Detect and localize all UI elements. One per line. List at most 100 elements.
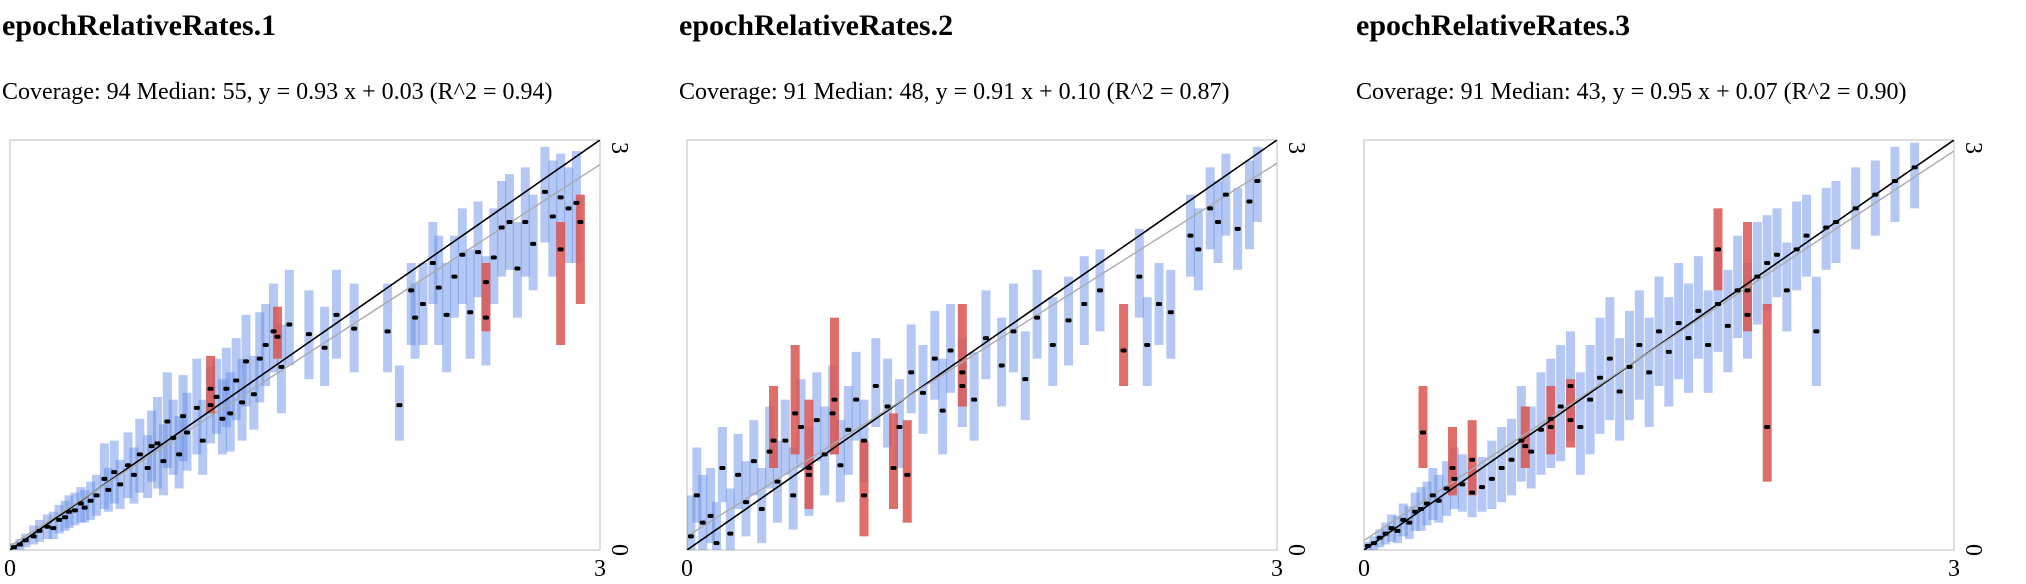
data-point: [1382, 531, 1389, 536]
credible-interval: [540, 146, 550, 243]
plot-marks: [10, 140, 600, 550]
data-point: [872, 384, 879, 388]
credible-interval: [1507, 418, 1516, 496]
credible-interval: [174, 416, 184, 489]
data-point: [435, 285, 442, 290]
data-point: [845, 427, 852, 432]
data-point: [541, 189, 548, 194]
data-point: [1522, 444, 1529, 449]
data-point: [56, 517, 63, 522]
data-point: [735, 472, 742, 477]
data-point: [1813, 329, 1820, 334]
data-point: [1675, 321, 1682, 326]
credible-interval: [465, 249, 475, 359]
credible-interval: [918, 345, 928, 434]
data-point: [207, 403, 214, 408]
credible-interval: [406, 263, 416, 345]
credible-interval: [706, 468, 716, 544]
data-point: [77, 501, 84, 506]
uncovered-interval: [272, 306, 282, 359]
credible-interval: [1693, 256, 1703, 359]
plot-area: 0 303: [4, 139, 632, 582]
data-point: [482, 280, 489, 285]
data-point: [1443, 486, 1450, 491]
data-point: [1567, 384, 1574, 388]
data-point: [693, 493, 700, 498]
data-point: [498, 225, 505, 230]
data-point: [321, 345, 328, 350]
data-point: [125, 463, 131, 468]
data-point: [1195, 247, 1202, 252]
data-point: [30, 534, 37, 539]
data-point: [1418, 507, 1425, 511]
data-point: [1547, 425, 1554, 429]
chart-subtitle: Coverage: 91 Median: 43, y = 0.95 x + 0.…: [1356, 79, 1907, 105]
y-tick-label: 0: [606, 544, 632, 556]
uncovered-interval: [206, 355, 216, 414]
data-point: [1120, 348, 1127, 353]
data-point: [557, 247, 564, 252]
y-tick-label: 3: [1960, 142, 1986, 154]
y-tick-label: 0: [1283, 544, 1309, 556]
data-point: [1049, 343, 1056, 347]
credible-interval: [1134, 228, 1144, 318]
data-point: [66, 509, 72, 514]
data-point: [36, 528, 43, 533]
data-point: [176, 452, 183, 457]
data-point: [1547, 416, 1554, 421]
data-point: [750, 459, 757, 464]
data-point: [1246, 199, 1253, 204]
credible-interval: [564, 167, 574, 263]
data-point: [782, 438, 789, 443]
data-point: [727, 531, 734, 536]
data-point: [256, 356, 263, 361]
credible-interval: [1477, 457, 1487, 512]
credible-interval: [1772, 208, 1782, 298]
credible-interval: [969, 351, 979, 441]
data-point: [219, 416, 226, 421]
data-point: [896, 425, 903, 429]
data-point: [1685, 336, 1692, 341]
data-point: [1034, 315, 1041, 320]
credible-interval: [276, 324, 286, 414]
data-point: [506, 220, 513, 224]
data-point: [939, 408, 946, 413]
uncovered-interval: [1743, 222, 1752, 332]
credible-interval: [1910, 142, 1920, 209]
data-point: [743, 500, 749, 505]
data-point: [1695, 308, 1702, 313]
credible-interval: [871, 338, 881, 427]
data-point: [451, 274, 458, 279]
data-point: [1167, 310, 1174, 315]
data-point: [1370, 541, 1377, 546]
fit-line: [1364, 150, 1954, 542]
data-point: [1823, 225, 1830, 230]
data-point: [412, 315, 419, 320]
data-point: [1222, 192, 1229, 197]
data-point: [443, 312, 450, 317]
data-point: [565, 206, 572, 211]
data-point: [467, 310, 474, 315]
data-point: [577, 220, 584, 224]
data-point: [270, 329, 277, 334]
chart-panel-3: epochRelativeRates.3 Coverage: 91 Median…: [1354, 0, 2026, 584]
credible-interval: [1497, 427, 1507, 503]
credible-interval: [1575, 372, 1585, 475]
data-point: [557, 195, 564, 200]
credible-interval: [981, 290, 991, 380]
credible-interval: [1615, 338, 1625, 441]
data-point: [10, 545, 17, 550]
credible-interval: [698, 474, 708, 550]
plot-area: 0 303: [681, 139, 1309, 582]
data-point: [193, 405, 200, 410]
data-point: [286, 322, 293, 327]
data-point: [522, 220, 529, 224]
uncovered-interval: [957, 304, 967, 407]
credible-interval: [1526, 406, 1536, 489]
credible-interval: [692, 447, 702, 523]
data-point: [1538, 427, 1544, 432]
chart-title: epochRelativeRates.1: [2, 9, 277, 42]
data-point: [1774, 252, 1780, 257]
data-point: [1508, 457, 1515, 462]
data-point: [1665, 349, 1672, 354]
